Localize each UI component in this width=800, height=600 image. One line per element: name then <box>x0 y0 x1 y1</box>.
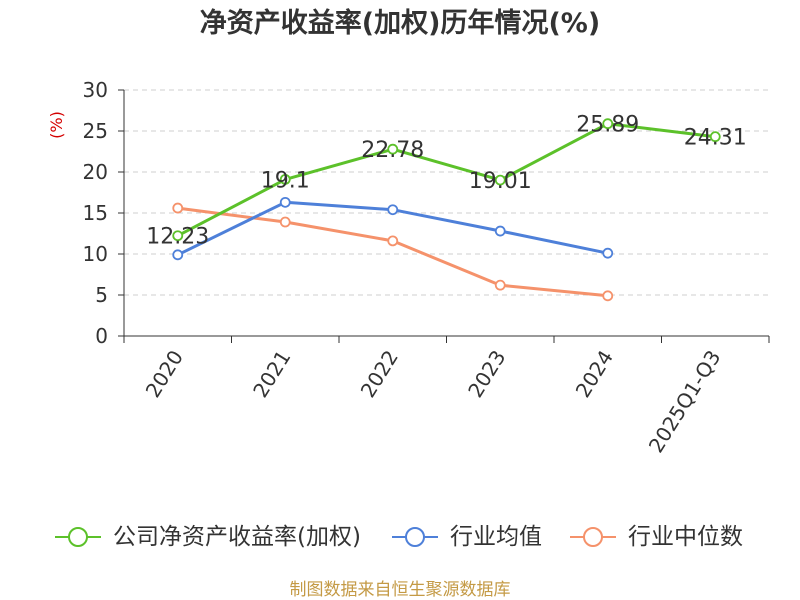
data-point-industry-mean <box>279 196 291 208</box>
data-point-company-roe <box>387 143 399 155</box>
data-point-industry-median <box>387 235 399 247</box>
data-point-industry-median <box>279 216 291 228</box>
data-point-company-roe <box>709 131 721 143</box>
y-tick-label: 30 <box>83 78 108 102</box>
data-point-industry-mean <box>172 249 184 261</box>
data-point-industry-median <box>494 279 506 291</box>
data-point-company-roe <box>602 118 614 130</box>
x-tick-label: 2023 <box>463 346 510 402</box>
legend-item-company-roe[interactable]: 公司净资产收益率(加权) <box>55 522 361 552</box>
legend-label-industry-median: 行业中位数 <box>628 524 743 550</box>
x-tick-label: 2021 <box>248 346 295 402</box>
data-point-industry-median <box>172 202 184 214</box>
legend-label-industry-mean: 行业均值 <box>450 524 542 550</box>
line-chart: (%) 0 5 10 15 20 25 30 2020 2021 2022 2023 2024 2025… <box>47 78 770 457</box>
chart-title: 净资产收益率(加权)历年情况(%) <box>199 8 601 39</box>
legend-item-industry-median[interactable]: 行业中位数 <box>570 522 743 552</box>
x-tick-label: 2022 <box>356 346 403 402</box>
data-point-company-roe <box>172 230 184 242</box>
legend-label-company-roe: 公司净资产收益率(加权) <box>113 524 361 550</box>
series-line-industry-median <box>176 206 610 298</box>
y-tick-label: 5 <box>95 283 108 307</box>
data-label: 24.31 <box>684 126 747 151</box>
y-tick-label: 0 <box>95 324 108 348</box>
data-point-industry-mean <box>387 204 399 216</box>
data-point-company-roe <box>494 174 506 186</box>
data-point-company-roe <box>279 173 291 185</box>
y-tick-label: 25 <box>83 119 108 143</box>
legend-line-circle-icon <box>392 527 438 547</box>
data-label: 19.01 <box>469 169 532 194</box>
data-label: 25.89 <box>576 113 639 138</box>
data-source-footer: 制图数据来自恒生聚源数据库 <box>289 580 511 600</box>
legend-line-circle-icon <box>55 527 101 547</box>
y-tick-label: 15 <box>83 201 108 225</box>
data-point-industry-median <box>602 290 614 302</box>
legend-item-industry-mean[interactable]: 行业均值 <box>392 522 542 552</box>
x-tick-label: 2024 <box>571 346 618 402</box>
data-label: 22.78 <box>361 138 424 163</box>
series-line-company-roe <box>176 122 717 238</box>
legend-line-circle-icon <box>570 527 616 547</box>
y-tick-label: 20 <box>83 160 108 184</box>
x-tick-label: 2025Q1-Q3 <box>644 346 726 457</box>
data-point-industry-mean <box>602 247 614 259</box>
x-tick-label: 2020 <box>141 346 188 402</box>
data-label: 19.1 <box>261 168 310 193</box>
data-point-industry-mean <box>494 225 506 237</box>
y-axis-label: (%) <box>47 111 66 139</box>
y-tick-label: 10 <box>83 242 108 266</box>
data-label: 12.23 <box>146 225 209 250</box>
